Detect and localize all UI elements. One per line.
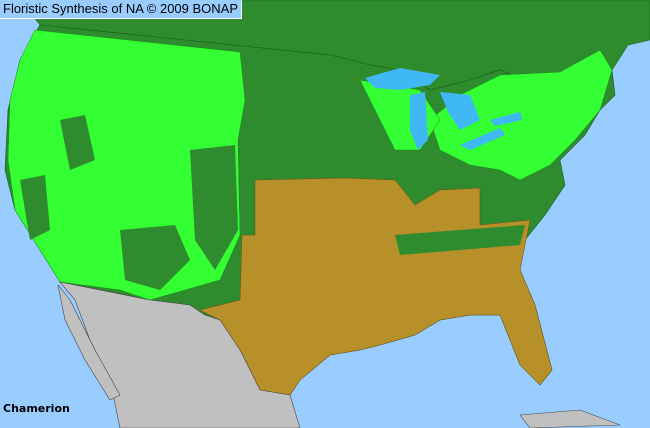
lake-michigan — [410, 92, 428, 150]
dark-patch — [190, 145, 238, 270]
dark-patch — [20, 175, 50, 240]
lake-huron — [440, 92, 480, 130]
taxon-label: Chamerion — [3, 402, 70, 415]
baja-peninsula — [57, 284, 121, 401]
map-title: Floristic Synthesis of NA © 2009 BONAP — [0, 0, 243, 19]
lake-erie — [460, 128, 505, 150]
dark-patch — [120, 225, 190, 290]
lake-ontario — [490, 112, 522, 126]
cuba — [519, 409, 621, 428]
lake-superior — [365, 68, 440, 90]
bright-green-west — [7, 29, 246, 301]
dark-patch — [60, 115, 95, 170]
dark-band-tennessee — [395, 225, 525, 255]
